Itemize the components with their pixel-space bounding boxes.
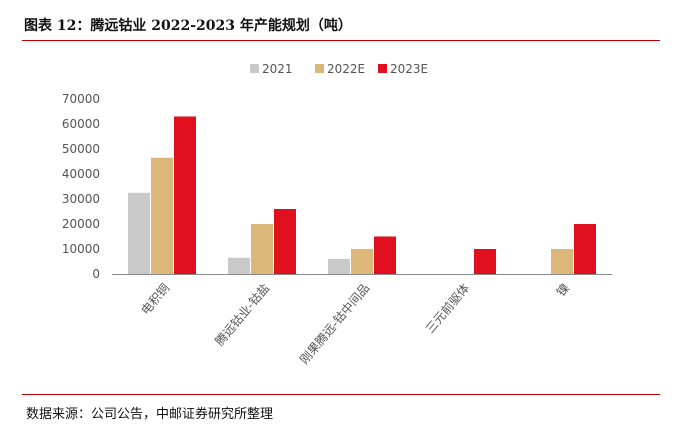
bar [574, 224, 596, 274]
legend-label: 2021 [262, 62, 293, 76]
x-axis: 电积铜 腾远钴业-钴盐 刚果腾远-钴中间品 三元前驱体 镍 [112, 274, 612, 367]
legend-swatch [378, 64, 387, 73]
bar-series [128, 116, 596, 274]
x-category-label: 刚果腾远-钴中间品 [296, 280, 372, 367]
legend-swatch [315, 64, 324, 73]
y-tick-label: 10000 [62, 242, 100, 256]
x-category-label: 腾远钴业-钴盐 [212, 280, 273, 348]
x-category-label: 电积铜 [138, 280, 173, 317]
y-tick-label: 30000 [62, 192, 100, 206]
bar [551, 249, 573, 274]
y-tick-label: 20000 [62, 217, 100, 231]
bar [351, 249, 373, 274]
title-rule [22, 40, 660, 41]
bar [174, 116, 196, 274]
bar [151, 157, 173, 274]
bar [374, 236, 396, 274]
y-tick-label: 50000 [62, 142, 100, 156]
y-tick-label: 0 [92, 267, 100, 281]
x-category-label: 三元前驱体 [422, 280, 472, 336]
bar [274, 209, 296, 274]
bar [328, 259, 350, 274]
y-axis: 0 10000 20000 30000 40000 50000 60000 70000 [62, 92, 100, 281]
bar [474, 249, 496, 274]
legend-label: 2023E [390, 62, 428, 76]
source-rule [22, 394, 660, 395]
bar [128, 192, 150, 274]
legend-swatch [250, 64, 259, 73]
legend-label: 2022E [327, 62, 365, 76]
y-tick-label: 40000 [62, 167, 100, 181]
bar [228, 257, 250, 274]
source-note: 数据来源：公司公告，中邮证券研究所整理 [26, 407, 274, 422]
y-tick-label: 60000 [62, 117, 100, 131]
chart-legend: 2021 2022E 2023E [250, 62, 428, 76]
bar [251, 224, 273, 274]
y-tick-label: 70000 [62, 92, 100, 106]
figure-title: 图表 12：腾远钴业 2022-2023 年产能规划（吨） [24, 18, 352, 34]
x-category-label: 镍 [554, 281, 572, 299]
